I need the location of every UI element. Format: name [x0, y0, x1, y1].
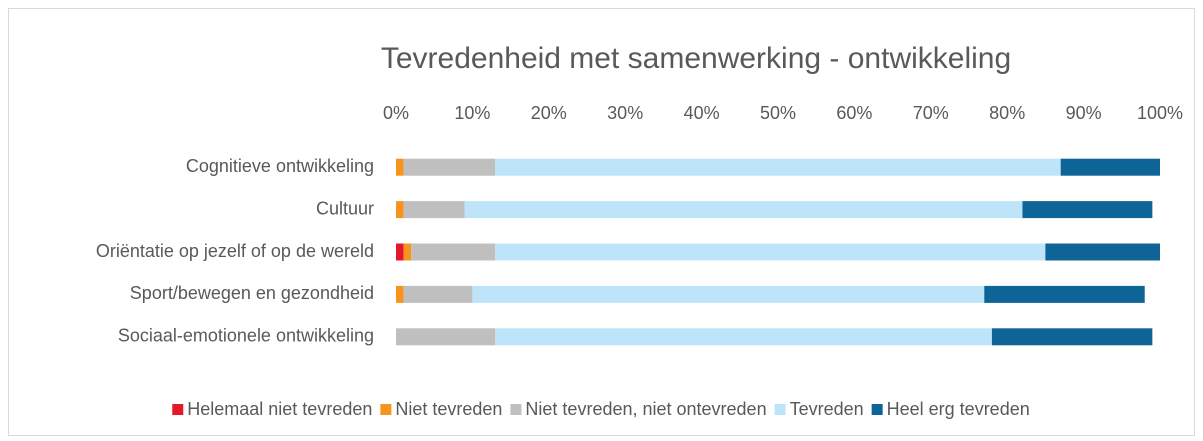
legend-label: Helemaal niet tevreden	[187, 399, 372, 419]
legend-label: Heel erg tevreden	[887, 399, 1030, 419]
chart-title: Tevredenheid met samenwerking - ontwikke…	[381, 42, 1011, 75]
category-label: Sociaal-emotionele ontwikkeling	[118, 326, 374, 346]
bar-segment	[396, 243, 404, 261]
bar-segment	[396, 158, 404, 176]
bar-segment	[403, 158, 496, 176]
bar-segment	[396, 201, 404, 219]
x-tick-label: 60%	[836, 103, 872, 123]
bar-segment	[495, 328, 992, 346]
x-tick-label: 80%	[989, 103, 1025, 123]
bar-segment	[403, 201, 465, 219]
bar-segment	[396, 328, 496, 346]
bar-segment	[403, 285, 473, 303]
bar-segment	[411, 243, 496, 261]
x-tick-label: 40%	[684, 103, 720, 123]
bar-segment	[1022, 201, 1153, 219]
x-tick-label: 10%	[454, 103, 490, 123]
bar-segment	[495, 158, 1061, 176]
legend-label: Tevreden	[790, 399, 864, 419]
category-label: Cultuur	[316, 198, 374, 218]
x-tick-label: 20%	[531, 103, 567, 123]
category-label: Oriëntatie op jezelf of op de wereld	[96, 241, 374, 261]
x-tick-label: 70%	[913, 103, 949, 123]
category-label: Cognitieve ontwikkeling	[186, 156, 374, 176]
x-tick-label: 90%	[1066, 103, 1102, 123]
bar-segment	[472, 285, 985, 303]
chart-border	[8, 8, 1195, 436]
legend-swatch	[380, 404, 392, 415]
bar-segment	[1045, 243, 1160, 261]
x-tick-label: 50%	[760, 103, 796, 123]
legend-swatch	[871, 404, 883, 415]
x-tick-label: 30%	[607, 103, 643, 123]
legend-swatch	[510, 404, 522, 415]
bar-segment	[495, 243, 1046, 261]
legend-label: Niet tevreden, niet ontevreden	[525, 399, 766, 419]
bar-segment	[984, 285, 1145, 303]
category-label: Sport/bewegen en gezondheid	[130, 283, 374, 303]
legend-swatch	[172, 404, 184, 415]
bar-segment	[403, 243, 412, 261]
bar-segment	[464, 201, 1023, 219]
legend-swatch	[774, 404, 786, 415]
legend-label: Niet tevreden	[395, 399, 502, 419]
bar-segment	[396, 285, 404, 303]
x-tick-label: 0%	[383, 103, 409, 123]
bar-segment	[1060, 158, 1160, 176]
x-tick-label: 100%	[1137, 103, 1183, 123]
bar-segment	[991, 328, 1153, 346]
